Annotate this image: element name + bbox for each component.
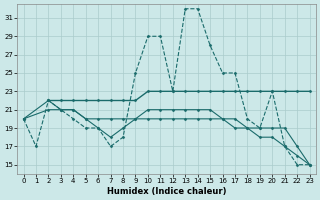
X-axis label: Humidex (Indice chaleur): Humidex (Indice chaleur) — [107, 187, 226, 196]
